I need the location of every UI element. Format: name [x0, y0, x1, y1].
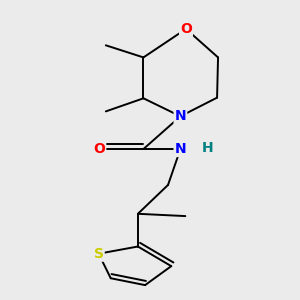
Text: N: N	[175, 142, 186, 156]
Text: N: N	[175, 109, 186, 123]
Text: O: O	[180, 22, 192, 36]
Text: S: S	[94, 247, 103, 261]
Text: H: H	[201, 141, 213, 155]
Text: O: O	[93, 142, 105, 156]
